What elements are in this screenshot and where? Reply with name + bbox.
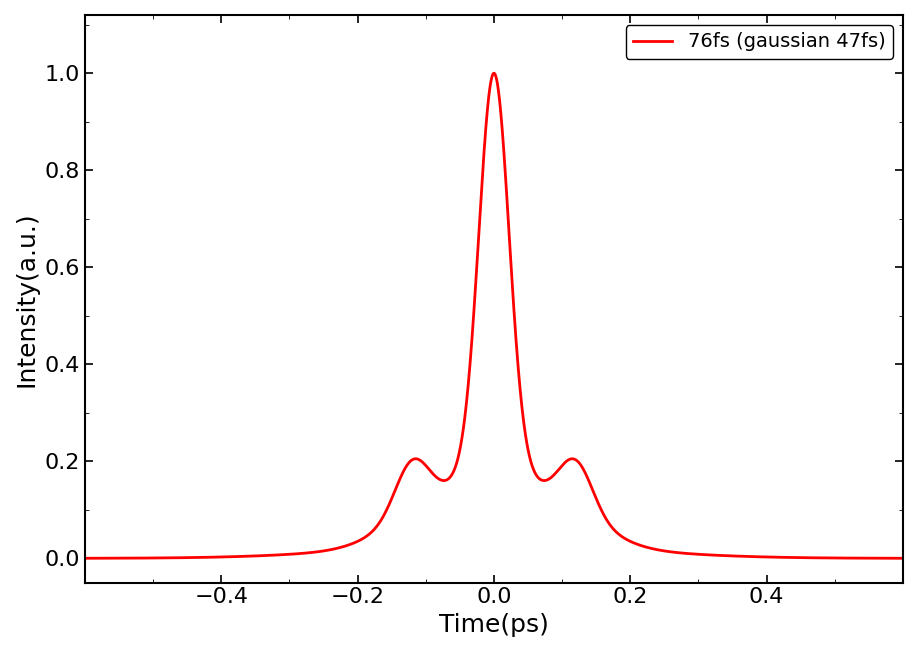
76fs (gaussian 47fs) — [240, 552, 251, 560]
76fs (gaussian 47fs) — [855, 554, 866, 562]
Line: 76fs (gaussian 47fs): 76fs (gaussian 47fs) — [85, 73, 903, 558]
76fs (gaussian 47fs) — [113, 554, 124, 562]
Y-axis label: Intensity(a.u.): Intensity(a.u.) — [15, 211, 39, 387]
Legend: 76fs (gaussian 47fs): 76fs (gaussian 47fs) — [625, 25, 893, 59]
76fs (gaussian 47fs) — [898, 554, 909, 562]
76fs (gaussian 47fs) — [84, 554, 95, 562]
76fs (gaussian 47fs) — [129, 554, 140, 562]
76fs (gaussian 47fs) — [80, 554, 91, 562]
76fs (gaussian 47fs) — [479, 137, 490, 145]
76fs (gaussian 47fs) — [488, 69, 499, 77]
X-axis label: Time(ps): Time(ps) — [439, 613, 549, 637]
